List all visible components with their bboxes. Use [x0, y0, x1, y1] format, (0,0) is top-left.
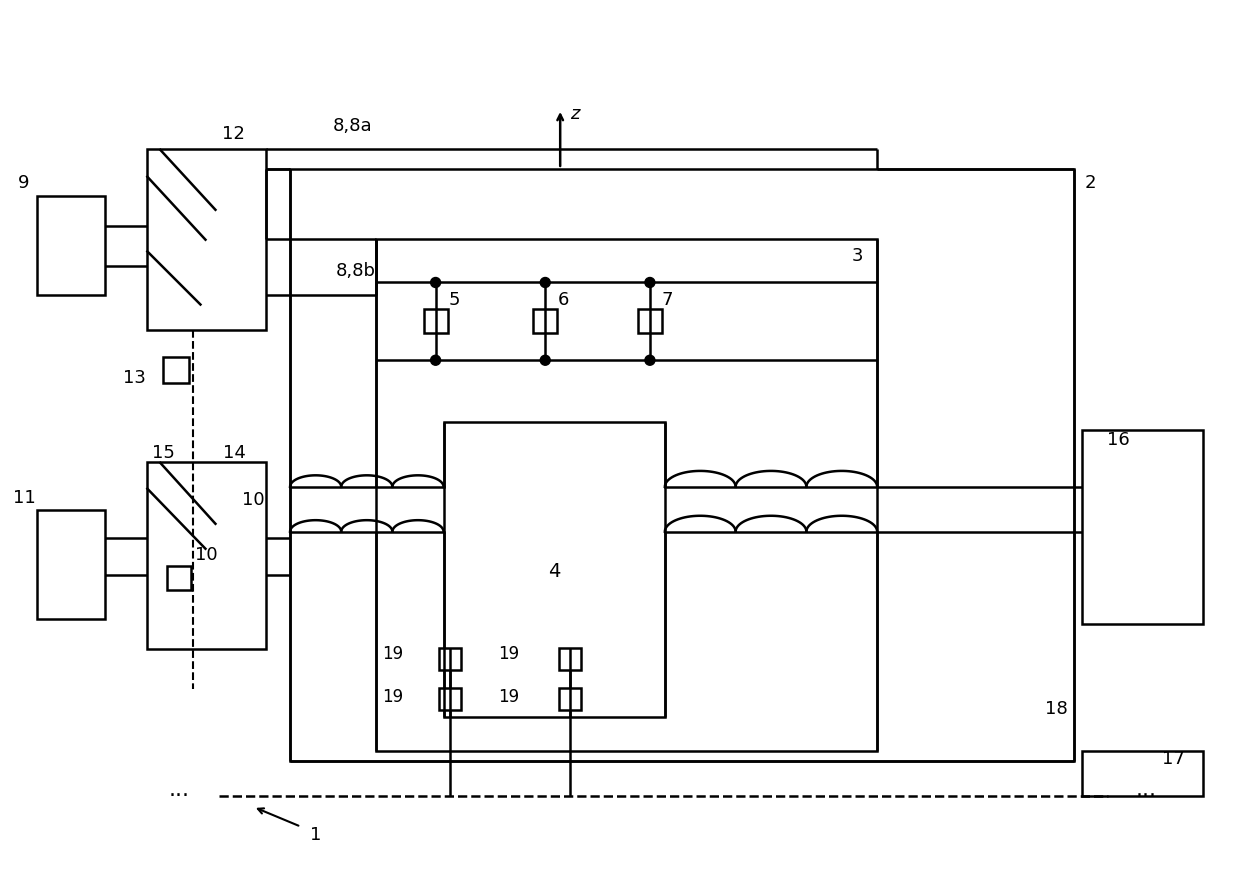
- Bar: [444, 422, 665, 717]
- Bar: [559, 648, 581, 670]
- Circle shape: [646, 277, 655, 288]
- Text: 1: 1: [310, 826, 322, 844]
- Text: 10: 10: [195, 546, 218, 564]
- Text: 11: 11: [12, 488, 35, 507]
- Bar: [146, 149, 266, 330]
- Bar: [559, 688, 581, 710]
- Bar: [1082, 751, 1203, 796]
- Bar: [439, 648, 461, 670]
- Text: 10: 10: [242, 491, 264, 508]
- Bar: [533, 309, 558, 334]
- Text: 19: 19: [498, 646, 519, 663]
- Text: 2: 2: [1084, 174, 1097, 192]
- Circle shape: [431, 355, 441, 365]
- Text: 15: 15: [152, 444, 175, 462]
- Bar: [424, 309, 447, 334]
- Text: 19: 19: [382, 646, 403, 663]
- Text: 8,8b: 8,8b: [336, 262, 375, 280]
- Text: 17: 17: [1162, 750, 1184, 768]
- Bar: [167, 566, 191, 589]
- Circle shape: [540, 355, 550, 365]
- Bar: [37, 510, 104, 620]
- Bar: [164, 357, 190, 383]
- Bar: [439, 688, 461, 710]
- Text: 5: 5: [449, 291, 460, 309]
- Text: 9: 9: [19, 174, 30, 192]
- Text: z: z: [570, 105, 580, 123]
- Bar: [1082, 430, 1203, 625]
- Bar: [375, 239, 877, 751]
- Text: 7: 7: [662, 291, 673, 309]
- Text: ···: ···: [169, 786, 190, 806]
- Text: 6: 6: [559, 291, 570, 309]
- Text: 4: 4: [548, 562, 560, 581]
- Bar: [638, 309, 662, 334]
- Text: ···: ···: [1136, 786, 1157, 806]
- Circle shape: [431, 277, 441, 288]
- Bar: [146, 462, 266, 649]
- Text: 3: 3: [851, 247, 864, 264]
- Text: 19: 19: [498, 688, 519, 706]
- Text: 18: 18: [1046, 700, 1068, 718]
- Circle shape: [540, 277, 550, 288]
- Text: 13: 13: [123, 369, 146, 388]
- Text: 16: 16: [1106, 431, 1130, 449]
- Bar: [290, 169, 1073, 761]
- Text: 12: 12: [222, 125, 244, 143]
- Text: 14: 14: [223, 444, 245, 462]
- Circle shape: [646, 355, 655, 365]
- Bar: [37, 196, 104, 295]
- Text: 19: 19: [382, 688, 403, 706]
- Text: 8,8a: 8,8a: [333, 117, 373, 135]
